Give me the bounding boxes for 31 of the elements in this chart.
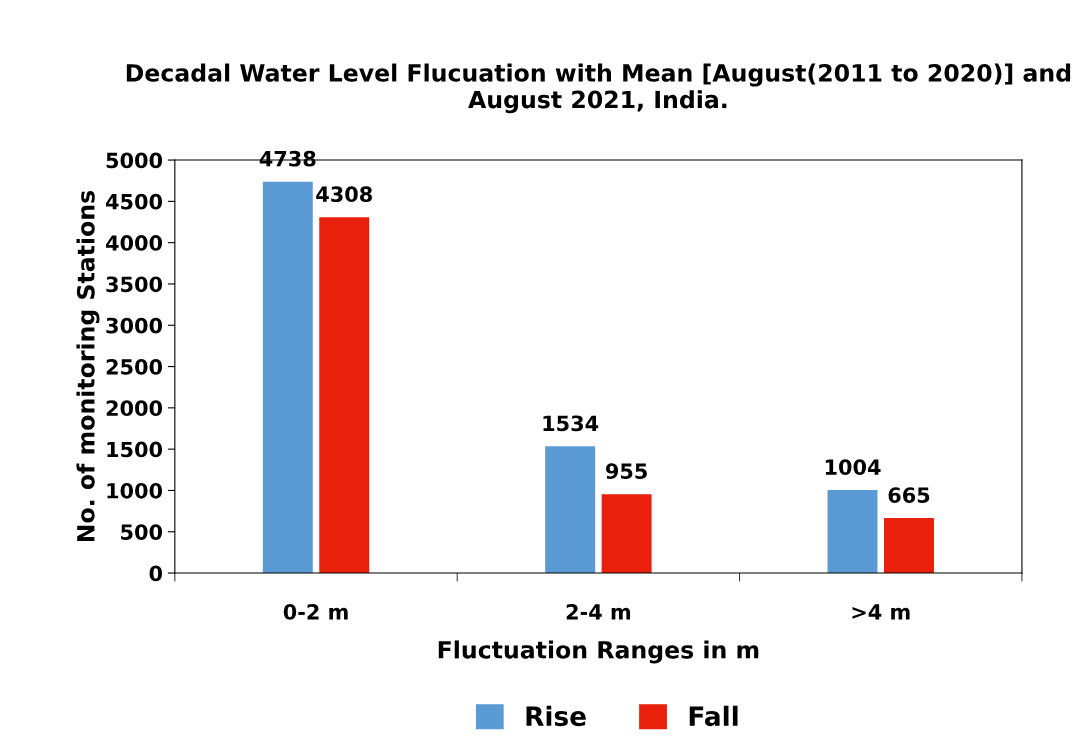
- y-tick-label: 3000: [106, 317, 163, 334]
- y-tick-label: 2000: [106, 400, 163, 417]
- y-tick-label: 4000: [106, 235, 163, 251]
- y-tick-label: 500: [121, 524, 163, 540]
- data-label: 1534: [543, 415, 599, 432]
- data-label: 665: [888, 487, 930, 503]
- y-tick-label: 1500: [107, 441, 163, 458]
- x-tick-label: 2-4 m: [566, 603, 631, 620]
- x-axis-title: Fluctuation Ranges in m: [438, 640, 759, 664]
- data-label: 1004: [825, 459, 881, 475]
- y-tick-label: 2500: [106, 359, 163, 375]
- data-label: 4308: [316, 186, 372, 203]
- x-tick-label: 0-2 m: [283, 603, 348, 620]
- x-tick-label: >4 m: [852, 604, 910, 620]
- y-tick-label: 3500: [106, 276, 163, 293]
- legend-label: Fall: [689, 705, 738, 727]
- bar: [319, 217, 370, 574]
- y-tick-label: 1000: [107, 482, 163, 499]
- data-label: 955: [605, 463, 647, 480]
- y-tick-label: 5000: [106, 152, 163, 169]
- bar: [883, 518, 934, 574]
- bar: [827, 490, 878, 574]
- bar: [545, 446, 596, 574]
- legend-label: Rise: [526, 705, 586, 727]
- data-label: 4738: [259, 150, 316, 167]
- y-tick-label: 4500: [106, 193, 163, 210]
- bar: [601, 494, 652, 574]
- chart-title: Decadal Water Level Flucuation with Mean [August(2011 to 2020)] and August 2021, India.: [126, 63, 1071, 114]
- bar: [262, 181, 313, 574]
- y-axis-title: No. of monitoring Stations: [76, 190, 100, 542]
- y-tick-label: 0: [149, 565, 163, 582]
